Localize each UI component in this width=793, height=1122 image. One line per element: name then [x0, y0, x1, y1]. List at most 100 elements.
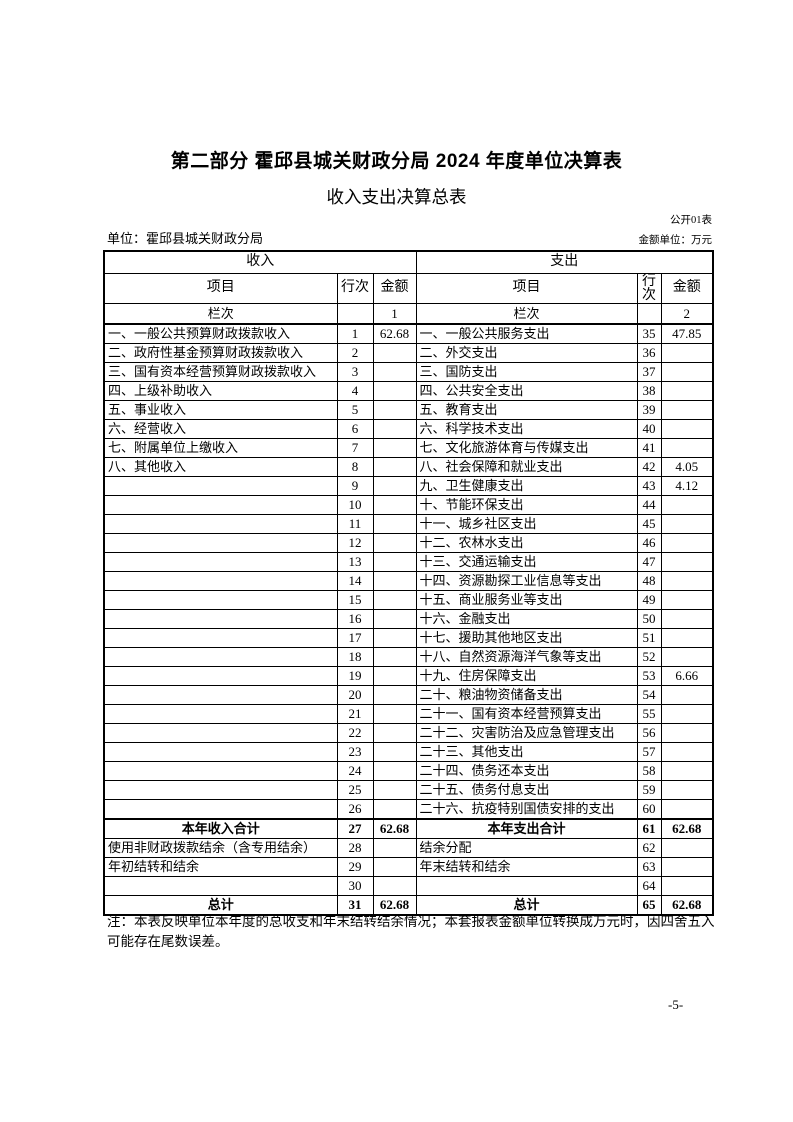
expenditure-item-cell: 十二、农林水支出 — [415, 533, 638, 553]
table-row: 六、经营收入 6 六、科学技术支出 40 — [103, 419, 714, 439]
table-row: 24 二十四、债务还本支出 58 — [103, 761, 714, 781]
income-row-no-cell: 21 — [336, 704, 374, 724]
income-amount-cell — [372, 876, 417, 896]
table-row: 一、一般公共预算财政拨款收入 1 62.68 一、一般公共服务支出 35 47.85 — [103, 323, 714, 344]
income-amount-cell — [372, 780, 417, 800]
income-amount-cell — [372, 723, 417, 743]
income-row-no-cell: 22 — [336, 723, 374, 743]
income-index-rowno-cell — [336, 303, 374, 325]
table-row: 四、上级补助收入 4 四、公共安全支出 38 — [103, 381, 714, 401]
income-item-cell: 三、国有资本经营预算财政拨款收入 — [103, 362, 338, 382]
income-item-column-header: 项目 — [103, 273, 338, 304]
income-index-label: 栏次 — [103, 303, 338, 325]
expenditure-row-no-cell: 64 — [636, 876, 662, 896]
final-accounts-table: 收入 支出 项目 行次 金额 项目 行次 金额 栏次 1 栏次 2 一、一般公共… — [103, 250, 715, 916]
income-amount-cell: 62.68 — [372, 323, 417, 344]
income-amount-cell — [372, 647, 417, 667]
expenditure-item-cell: 二十四、债务还本支出 — [415, 761, 638, 781]
income-row-no-cell: 11 — [336, 514, 374, 534]
expenditure-item-cell: 十八、自然资源海洋气象等支出 — [415, 647, 638, 667]
expenditure-amount-cell — [660, 343, 714, 363]
expenditure-amount-cell — [660, 571, 714, 591]
income-amount-column-header: 金额 — [372, 273, 417, 304]
expenditure-amount-cell — [660, 552, 714, 572]
income-row-no-cell: 24 — [336, 761, 374, 781]
table-row: 19 十九、住房保障支出 53 6.66 — [103, 666, 714, 686]
table-row: 三、国有资本经营预算财政拨款收入 3 三、国防支出 37 — [103, 362, 714, 382]
expenditure-item-cell: 二十、粮油物资储备支出 — [415, 685, 638, 705]
income-row-no-cell: 3 — [336, 362, 374, 382]
expenditure-amount-cell: 4.12 — [660, 476, 714, 496]
expenditure-amount-cell — [660, 761, 714, 781]
section-header-row: 收入 支出 — [103, 250, 714, 274]
income-item-cell: 二、政府性基金预算财政拨款收入 — [103, 343, 338, 363]
income-item-cell — [103, 476, 338, 496]
income-row-no-cell: 30 — [336, 876, 374, 896]
income-amount-cell — [372, 495, 417, 515]
income-amount-cell — [372, 857, 417, 877]
expenditure-item-cell: 十三、交通运输支出 — [415, 552, 638, 572]
expenditure-row-no-cell: 46 — [636, 533, 662, 553]
income-amount-cell: 62.68 — [372, 818, 417, 839]
expenditure-row-no-cell: 35 — [636, 323, 662, 344]
income-item-cell: 六、经营收入 — [103, 419, 338, 439]
expenditure-item-cell: 十九、住房保障支出 — [415, 666, 638, 686]
expenditure-amount-cell: 47.85 — [660, 323, 714, 344]
income-item-cell — [103, 761, 338, 781]
table-row: 17 十七、援助其他地区支出 51 — [103, 628, 714, 648]
income-item-cell — [103, 609, 338, 629]
expenditure-item-cell: 五、教育支出 — [415, 400, 638, 420]
expenditure-amount-cell: 4.05 — [660, 457, 714, 477]
table-row: 11 十一、城乡社区支出 45 — [103, 514, 714, 534]
expenditure-row-no-cell: 61 — [636, 818, 662, 839]
income-row-no-cell: 4 — [336, 381, 374, 401]
table-meta-row: 单位：霍邱县城关财政分局 金额单位：万元 — [107, 228, 712, 247]
expenditure-item-cell: 二十五、债务付息支出 — [415, 780, 638, 800]
expenditure-amount-cell: 62.68 — [660, 895, 714, 916]
income-amount-cell — [372, 419, 417, 439]
expenditure-item-cell: 十四、资源勘探工业信息等支出 — [415, 571, 638, 591]
table-note: 注：本表反映单位本年度的总收支和年末结转结余情况；本套报表金额单位转换成万元时，… — [107, 914, 715, 949]
expenditure-row-no-cell: 41 — [636, 438, 662, 458]
table-row: 25 二十五、债务付息支出 59 — [103, 780, 714, 800]
income-amount-cell — [372, 571, 417, 591]
expenditure-amount-cell: 62.68 — [660, 818, 714, 839]
page-number: -5- — [668, 997, 684, 1012]
expenditure-amount-cell — [660, 876, 714, 896]
expenditure-amount-cell — [660, 419, 714, 439]
table-row: 本年收入合计 27 62.68 本年支出合计 61 62.68 — [103, 818, 714, 839]
income-item-cell — [103, 514, 338, 534]
expenditure-amount-cell — [660, 514, 714, 534]
table-row: 八、其他收入 8 八、社会保障和就业支出 42 4.05 — [103, 457, 714, 477]
expenditure-amount-cell — [660, 400, 714, 420]
table-row: 30 64 — [103, 876, 714, 896]
income-row-no-cell: 20 — [336, 685, 374, 705]
income-row-no-cell: 18 — [336, 647, 374, 667]
income-amount-cell — [372, 742, 417, 762]
table-row: 七、附属单位上缴收入 7 七、文化旅游体育与传媒支出 41 — [103, 438, 714, 458]
expenditure-amount-cell — [660, 647, 714, 667]
table-row: 22 二十二、灾害防治及应急管理支出 56 — [103, 723, 714, 743]
expenditure-item-cell: 结余分配 — [415, 838, 638, 858]
income-item-cell — [103, 533, 338, 553]
expenditure-row-no-cell: 63 — [636, 857, 662, 877]
expenditure-row-no-cell: 62 — [636, 838, 662, 858]
table-body: 一、一般公共预算财政拨款收入 1 62.68 一、一般公共服务支出 35 47.85 二、政… — [103, 323, 714, 916]
expenditure-amount-column-header: 金额 — [660, 273, 714, 304]
income-amount-cell — [372, 704, 417, 724]
expenditure-row-no-cell: 39 — [636, 400, 662, 420]
table-row: 26 二十六、抗疫特别国债安排的支出 60 — [103, 799, 714, 820]
income-amount-cell — [372, 552, 417, 572]
expenditure-row-no-cell: 42 — [636, 457, 662, 477]
expenditure-row-no-column-header: 行次 — [636, 273, 662, 304]
expenditure-item-cell: 七、文化旅游体育与传媒支出 — [415, 438, 638, 458]
expenditure-item-cell: 十六、金融支出 — [415, 609, 638, 629]
expenditure-row-no-cell: 57 — [636, 742, 662, 762]
expenditure-amount-cell — [660, 590, 714, 610]
expenditure-item-cell: 二十三、其他支出 — [415, 742, 638, 762]
income-row-no-cell: 28 — [336, 838, 374, 858]
income-row-no-cell: 6 — [336, 419, 374, 439]
income-amount-cell — [372, 838, 417, 858]
income-row-no-cell: 14 — [336, 571, 374, 591]
